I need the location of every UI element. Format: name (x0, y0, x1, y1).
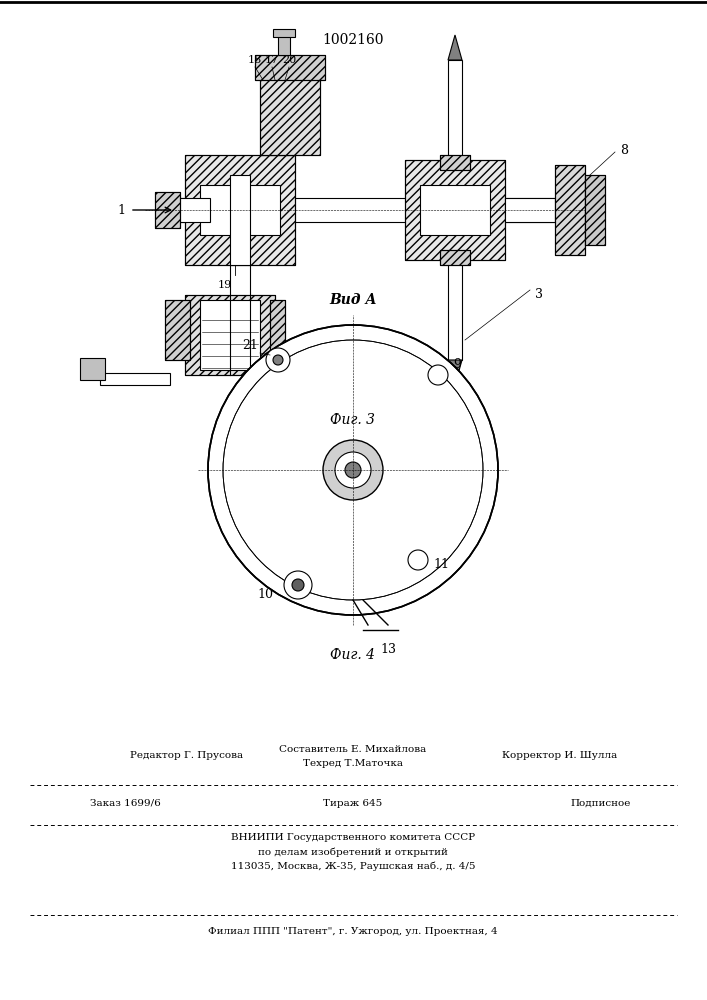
Text: 1: 1 (117, 204, 125, 217)
Bar (555, 165, 585, 255)
Circle shape (428, 365, 448, 385)
Bar (405, 160, 505, 260)
Text: 17: 17 (265, 55, 279, 65)
Bar (175, 198, 555, 222)
Bar (165, 300, 190, 360)
Text: Заказ 1699/6: Заказ 1699/6 (90, 798, 160, 808)
Text: 8: 8 (620, 143, 628, 156)
Bar (185, 155, 295, 265)
Text: Филиал ППП "Патент", г. Ужгород, ул. Проектная, 4: Филиал ППП "Патент", г. Ужгород, ул. Про… (208, 928, 498, 936)
Bar (175, 198, 210, 222)
Circle shape (284, 571, 312, 599)
Bar (278, 35, 290, 55)
Bar (440, 250, 470, 265)
Text: ВНИИПИ Государственного комитета СССР: ВНИИПИ Государственного комитета СССР (231, 834, 475, 842)
Text: 13: 13 (380, 643, 396, 656)
Bar (270, 300, 285, 360)
Bar (200, 185, 280, 235)
Bar (420, 185, 490, 235)
Bar (185, 155, 295, 265)
Circle shape (335, 452, 371, 488)
Bar (255, 55, 325, 80)
Text: 21: 21 (242, 339, 258, 352)
Polygon shape (448, 35, 462, 60)
Text: 11: 11 (433, 558, 449, 572)
Bar (185, 295, 275, 375)
Text: 113035, Москва, Ж-35, Раушская наб., д. 4/5: 113035, Москва, Ж-35, Раушская наб., д. … (230, 861, 475, 871)
Bar (505, 198, 555, 222)
Circle shape (208, 325, 498, 615)
Text: Корректор И. Шулла: Корректор И. Шулла (503, 750, 618, 760)
Bar (185, 295, 275, 375)
Text: Техред Т.Маточка: Техред Т.Маточка (303, 758, 403, 768)
Text: 1002160: 1002160 (322, 33, 384, 47)
Bar (448, 260, 462, 360)
Circle shape (273, 355, 283, 365)
Text: Редактор Г. Прусова: Редактор Г. Прусова (130, 750, 243, 760)
Bar (440, 250, 470, 265)
Bar (155, 192, 180, 228)
Text: 20: 20 (282, 55, 296, 65)
Bar (200, 300, 260, 370)
Text: Тираж 645: Тираж 645 (323, 798, 382, 808)
Text: Фиг. 4: Фиг. 4 (330, 648, 375, 662)
Text: 3: 3 (535, 288, 543, 302)
Bar (440, 155, 470, 170)
Text: Подписное: Подписное (570, 798, 631, 808)
Text: Вид А: Вид А (329, 293, 377, 307)
Text: 9: 9 (453, 359, 461, 371)
Polygon shape (448, 360, 462, 385)
Text: Фиг. 3: Фиг. 3 (330, 413, 375, 427)
Circle shape (266, 348, 290, 372)
Bar (440, 155, 470, 170)
Bar (448, 60, 462, 160)
Text: 10: 10 (257, 588, 273, 601)
Bar (270, 300, 285, 360)
Bar (260, 75, 320, 155)
Circle shape (345, 462, 361, 478)
Bar (155, 192, 180, 228)
Bar (260, 75, 320, 155)
Bar (555, 165, 585, 255)
Wedge shape (210, 327, 496, 613)
Bar (100, 373, 170, 385)
Text: 18: 18 (248, 55, 262, 65)
Bar (255, 55, 325, 80)
Circle shape (408, 550, 428, 570)
Text: Составитель Е. Михайлова: Составитель Е. Михайлова (279, 746, 426, 754)
Circle shape (323, 440, 383, 500)
Bar (273, 29, 295, 37)
Bar (585, 175, 605, 245)
Bar (80, 358, 105, 380)
Text: по делам изобретений и открытий: по делам изобретений и открытий (258, 847, 448, 857)
Bar (165, 300, 190, 360)
Bar (405, 160, 505, 260)
Circle shape (292, 579, 304, 591)
Bar (230, 175, 250, 265)
Text: 19: 19 (218, 280, 232, 290)
Bar (585, 175, 605, 245)
